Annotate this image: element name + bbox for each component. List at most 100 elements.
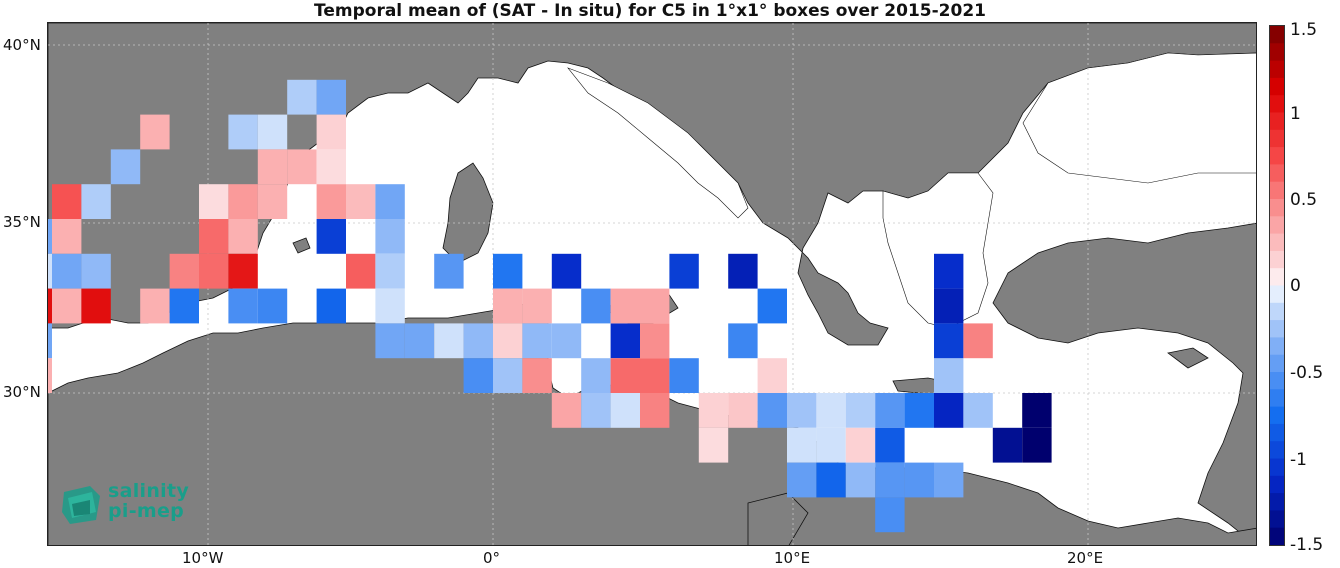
colorbar-step xyxy=(1270,60,1284,79)
heatmap-cell xyxy=(551,393,582,428)
colorbar-step xyxy=(1270,43,1284,62)
heatmap-cell xyxy=(640,288,670,324)
lon-label-10w: 10°W xyxy=(182,549,224,567)
heatmap-cell xyxy=(816,462,846,498)
heatmap-cell xyxy=(875,393,905,428)
heatmap-cell xyxy=(610,288,640,324)
heatmap-cell xyxy=(669,253,699,289)
heatmap-cell xyxy=(463,358,493,393)
colorbar-tick-1: 1 xyxy=(1290,104,1301,124)
colorbar-step xyxy=(1270,164,1284,183)
colorbar-step xyxy=(1270,95,1284,113)
heatmap-cell xyxy=(375,288,405,324)
heatmap-cell xyxy=(610,358,640,393)
heatmap-cell xyxy=(963,323,993,359)
heatmap-cell xyxy=(169,253,199,289)
heatmap-cell xyxy=(346,184,376,219)
heatmap-cell xyxy=(316,219,346,254)
heatmap-cell xyxy=(845,462,876,498)
colorbar-step xyxy=(1270,129,1284,148)
heatmap-cell xyxy=(640,358,670,393)
heatmap-cell xyxy=(228,253,258,289)
heatmap-cell xyxy=(287,149,317,185)
heatmap-cell xyxy=(52,219,82,254)
logo-icon xyxy=(62,486,100,524)
colorbar-step xyxy=(1270,475,1284,494)
inner-seas xyxy=(567,52,1256,329)
lat-label-30: 30°N xyxy=(3,383,41,401)
heatmap-cell xyxy=(463,323,493,359)
heatmap-cell xyxy=(48,323,52,359)
heatmap-cell xyxy=(316,79,346,115)
heatmap-cell xyxy=(669,358,699,393)
heatmap-cell xyxy=(757,393,787,428)
map-area[interactable] xyxy=(47,22,1257,546)
heatmap-cell xyxy=(52,288,82,324)
heatmap-cell xyxy=(434,253,464,289)
heatmap-cell xyxy=(199,184,229,219)
heatmap-cell xyxy=(845,427,876,463)
corsica-sardinia xyxy=(442,162,494,264)
colorbar-step xyxy=(1270,372,1284,390)
heatmap-cell xyxy=(228,219,258,254)
gulf-sidra xyxy=(747,492,809,545)
heatmap-cell xyxy=(81,288,111,324)
heatmap-cell xyxy=(110,149,141,185)
heatmap-cell xyxy=(728,323,758,359)
heatmap-cells xyxy=(48,79,1052,533)
heatmap-cell xyxy=(816,427,846,463)
heatmap-cell xyxy=(934,462,964,498)
heatmap-cell xyxy=(48,358,52,393)
colorbar-step xyxy=(1270,285,1284,304)
heatmap-cell xyxy=(404,323,435,359)
cyprus xyxy=(1167,347,1209,369)
heatmap-cell xyxy=(316,149,346,185)
lon-label-10e: 10°E xyxy=(774,549,811,567)
heatmap-cell xyxy=(728,253,758,289)
heatmap-cell xyxy=(640,323,670,359)
heatmap-cell xyxy=(845,393,876,428)
lat-label-40: 40°N xyxy=(3,36,41,54)
heatmap-cell xyxy=(934,358,964,393)
logo-line-2: pi-mep xyxy=(108,500,185,522)
heatmap-cell xyxy=(610,323,640,359)
heatmap-cell xyxy=(610,393,640,428)
heatmap-cell xyxy=(934,323,964,359)
heatmap-cell xyxy=(316,288,346,324)
heatmap-cell xyxy=(787,462,817,498)
heatmap-cell xyxy=(493,288,523,324)
heatmap-cell xyxy=(992,427,1023,463)
heatmap-cell xyxy=(640,393,670,428)
colorbar-step xyxy=(1270,77,1284,96)
heatmap-cell xyxy=(257,184,288,219)
heatmap-cell xyxy=(493,253,523,289)
colorbar-tick-neg0.5: -0.5 xyxy=(1290,363,1324,383)
heatmap-cell xyxy=(434,323,464,359)
salinity-pimep-logo: salinity pi-mep xyxy=(60,478,200,528)
heatmap-cell xyxy=(375,184,405,219)
colorbar-step xyxy=(1270,510,1284,529)
heatmap-cell xyxy=(346,253,376,289)
heatmap-cell xyxy=(904,393,934,428)
heatmap-cell xyxy=(48,253,52,289)
heatmap-cell xyxy=(375,323,405,359)
colorbar-step xyxy=(1270,26,1284,44)
heatmap-cell xyxy=(934,288,964,324)
heatmap-cell xyxy=(551,323,582,359)
colorbar-step xyxy=(1270,268,1284,286)
heatmap-cell xyxy=(199,219,229,254)
heatmap-cell xyxy=(52,184,82,219)
heatmap-cell xyxy=(52,253,82,289)
colorbar-tick-0.5: 0.5 xyxy=(1290,190,1318,210)
colorbar-tick-1.5: 1.5 xyxy=(1290,20,1318,40)
colorbar-step xyxy=(1270,337,1284,356)
heatmap-cell xyxy=(287,79,317,115)
colorbar-tick-0: 0 xyxy=(1290,276,1301,296)
heatmap-cell xyxy=(875,497,905,533)
heatmap-cell xyxy=(963,393,993,428)
colorbar-step xyxy=(1270,199,1284,217)
black-sea xyxy=(1022,52,1256,184)
heatmap-cell xyxy=(316,114,346,150)
heatmap-cell xyxy=(228,184,258,219)
heatmap-cell xyxy=(698,427,729,463)
